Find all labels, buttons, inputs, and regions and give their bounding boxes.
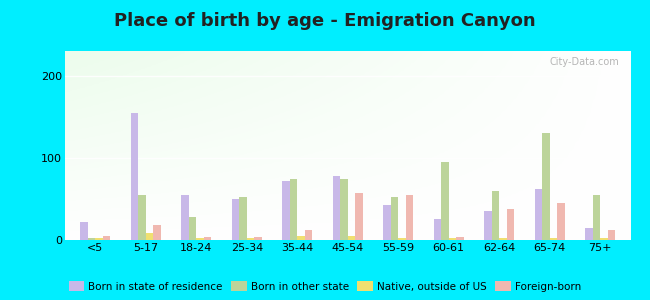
Bar: [340, 179, 348, 240]
Bar: [542, 133, 550, 240]
Bar: [196, 238, 204, 240]
Bar: [188, 217, 196, 240]
Bar: [247, 238, 254, 240]
Bar: [88, 238, 96, 240]
Bar: [441, 162, 448, 240]
Bar: [231, 199, 239, 240]
Bar: [391, 197, 398, 240]
Bar: [103, 236, 111, 240]
Bar: [305, 230, 313, 240]
Bar: [383, 206, 391, 240]
Bar: [356, 193, 363, 240]
Bar: [456, 237, 464, 240]
Bar: [507, 209, 514, 240]
Bar: [484, 211, 491, 240]
Legend: Born in state of residence, Born in other state, Native, outside of US, Foreign-: Born in state of residence, Born in othe…: [66, 278, 584, 295]
Bar: [254, 237, 262, 240]
Bar: [333, 176, 340, 240]
Bar: [499, 238, 507, 240]
Bar: [593, 195, 600, 240]
Bar: [557, 203, 565, 240]
Bar: [398, 238, 406, 240]
Text: City-Data.com: City-Data.com: [549, 57, 619, 67]
Bar: [146, 233, 153, 240]
Bar: [491, 191, 499, 240]
Bar: [153, 225, 161, 240]
Text: Place of birth by age - Emigration Canyon: Place of birth by age - Emigration Canyo…: [114, 12, 536, 30]
Bar: [348, 236, 356, 240]
Bar: [138, 195, 146, 240]
Bar: [608, 230, 616, 240]
Bar: [600, 238, 608, 240]
Bar: [96, 238, 103, 240]
Bar: [534, 189, 542, 240]
Bar: [448, 238, 456, 240]
Bar: [297, 236, 305, 240]
Bar: [585, 228, 593, 240]
Bar: [434, 220, 441, 240]
Bar: [131, 112, 138, 240]
Bar: [406, 195, 413, 240]
Bar: [204, 237, 211, 240]
Bar: [239, 197, 247, 240]
Bar: [80, 222, 88, 240]
Bar: [290, 179, 297, 240]
Bar: [181, 195, 188, 240]
Bar: [550, 238, 557, 240]
Bar: [282, 181, 290, 240]
